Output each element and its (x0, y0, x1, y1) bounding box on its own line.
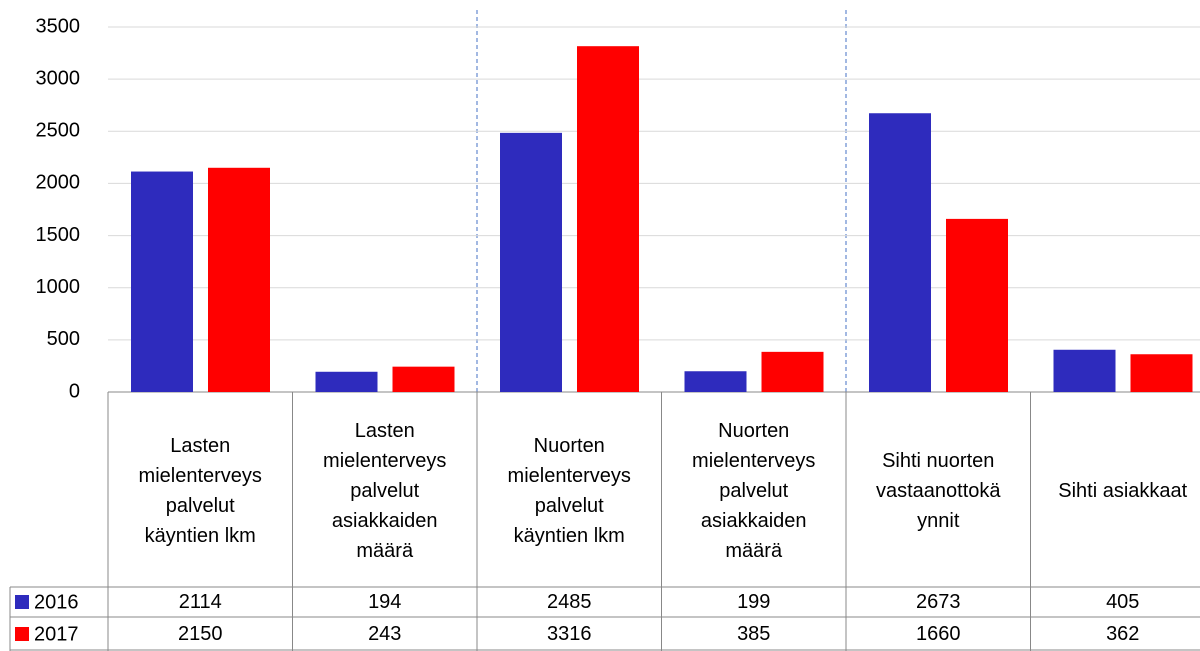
table-value: 3316 (547, 622, 592, 645)
bar (684, 371, 747, 392)
table-value: 2150 (178, 622, 223, 645)
bar (131, 171, 193, 392)
y-tick-label: 1000 (36, 276, 81, 298)
table-value: 199 (737, 590, 771, 613)
bar (577, 46, 639, 393)
x-tick-label: Nuorten mielenterveys palvelut käyntien … (507, 434, 631, 547)
x-tick-label: Sihti nuorten vastaanottokä ynnit (875, 449, 1001, 532)
y-tick-label: 0 (69, 380, 80, 402)
table-value: 2673 (916, 590, 961, 613)
y-tick-label: 500 (47, 328, 80, 350)
bar (1130, 354, 1193, 392)
bar (208, 167, 270, 392)
table-value: 2485 (547, 590, 592, 613)
bar (761, 351, 824, 392)
x-tick-label: Lasten mielenterveys palvelut asiakkaide… (323, 419, 447, 562)
bar (392, 366, 455, 392)
y-tick-label: 2500 (36, 120, 81, 142)
legend-swatch (15, 595, 29, 609)
x-tick-label: Lasten mielenterveys palvelut käyntien l… (138, 434, 262, 547)
x-tick-label: Sihti asiakkaat (1058, 479, 1188, 502)
table-value: 194 (368, 590, 402, 613)
legend-label: 2016 (34, 591, 79, 613)
y-tick-label: 3500 (36, 15, 81, 37)
table-value: 1660 (916, 622, 961, 645)
table-value: 385 (737, 622, 771, 645)
bar (1053, 349, 1116, 392)
legend-swatch (15, 627, 29, 641)
table-value: 405 (1106, 590, 1140, 613)
y-tick-label: 2000 (36, 172, 81, 194)
bar (869, 113, 931, 392)
table-value: 362 (1106, 622, 1140, 645)
bar (500, 132, 562, 392)
x-tick-label: Nuorten mielenterveys palvelut asiakkaid… (692, 419, 816, 562)
bar (315, 371, 378, 392)
table-value: 243 (368, 622, 402, 645)
table-value: 2114 (178, 590, 222, 613)
y-tick-label: 1500 (36, 224, 81, 246)
legend-label: 2017 (34, 623, 79, 645)
y-tick-label: 3000 (36, 67, 81, 89)
bar (946, 218, 1008, 392)
